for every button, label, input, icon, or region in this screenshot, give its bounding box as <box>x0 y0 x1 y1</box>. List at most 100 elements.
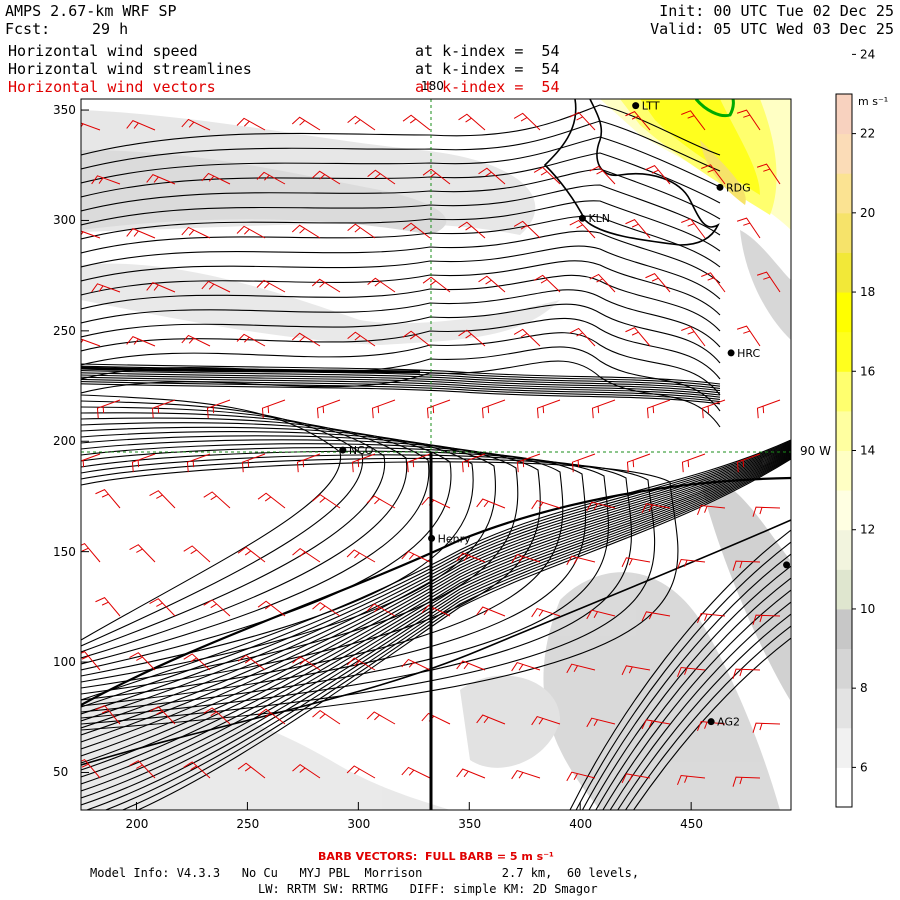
wind-barb <box>586 609 616 620</box>
streamline <box>81 444 791 736</box>
station-label: NCO <box>349 444 374 457</box>
wind-barb <box>347 223 376 239</box>
wind-barb <box>292 655 321 671</box>
streamline <box>81 451 791 785</box>
wind-barb <box>351 453 376 473</box>
y-tick-label: 350 <box>53 103 76 118</box>
station-rdg: RDG <box>716 181 751 194</box>
colorbar-band <box>836 331 852 372</box>
wind-barb <box>591 399 616 419</box>
wind-barb <box>236 333 266 347</box>
station-label: RDG <box>726 181 751 194</box>
wind-barb <box>646 399 671 419</box>
wind-barb <box>291 224 321 239</box>
wind-barb <box>129 544 156 563</box>
y-tick-label: 200 <box>53 434 76 449</box>
wind-barb <box>236 117 266 131</box>
colorbar-band <box>836 450 852 491</box>
wind-barb <box>146 282 176 293</box>
streamline <box>81 215 721 268</box>
streamline <box>81 365 721 387</box>
streamline <box>81 417 430 665</box>
colorbar-band <box>836 688 852 729</box>
wind-barb <box>347 115 376 131</box>
wind-barb <box>566 555 596 566</box>
wind-barb <box>569 219 596 239</box>
station-hrc: HRC <box>727 347 760 360</box>
wind-barb <box>346 765 376 779</box>
streamline <box>121 457 791 810</box>
field-name-streamlines: Horizontal wind streamlines <box>8 60 252 78</box>
wind-barb <box>531 715 561 726</box>
wind-barb <box>732 776 761 787</box>
colorbar-band <box>836 767 852 808</box>
wind-barb <box>752 506 781 517</box>
wind-barb <box>626 453 651 473</box>
station-dot <box>727 349 735 357</box>
wind-barb <box>696 720 726 731</box>
wind-barb <box>367 277 396 293</box>
wind-barb <box>641 611 671 622</box>
model-title: AMPS 2.67-km WRF SP <box>5 2 177 20</box>
wind-barb <box>183 545 211 563</box>
wind-barb <box>589 165 616 185</box>
field-name-wind-speed: Horizontal wind speed <box>8 42 198 60</box>
streamline <box>81 360 721 428</box>
wind-barb <box>736 453 761 473</box>
wind-barb <box>181 226 211 239</box>
streamlines <box>81 104 791 810</box>
wind-barb <box>366 495 396 509</box>
colorbar-band <box>836 608 852 650</box>
streamline <box>81 394 341 641</box>
streamline <box>136 458 791 810</box>
streamline <box>81 443 791 729</box>
streamline <box>81 453 791 799</box>
wind-barb <box>81 453 101 468</box>
wind-barb <box>291 332 321 347</box>
wind-speed-jet <box>600 99 791 230</box>
streamline <box>81 289 721 348</box>
wind-barb <box>511 661 541 672</box>
y-tick-label: 250 <box>53 323 76 338</box>
streamline <box>81 422 452 671</box>
wind-barb <box>641 719 671 730</box>
y-tick-label: 150 <box>53 544 76 559</box>
y-tick-label: 100 <box>53 655 76 670</box>
streamline <box>81 457 656 725</box>
colorbar-tick-label: 18 <box>860 285 875 299</box>
wind-barb <box>571 453 596 473</box>
wind-barb <box>676 558 706 569</box>
wind-barb <box>183 761 211 779</box>
wind-barb <box>533 166 561 185</box>
streamline <box>81 363 721 385</box>
wind-barb <box>478 167 506 185</box>
streamline <box>81 439 541 695</box>
wind-barb <box>316 399 341 419</box>
streamline <box>81 120 721 172</box>
streamline <box>81 461 679 731</box>
wind-barb <box>201 280 231 293</box>
wind-barb <box>476 498 506 509</box>
x-tick-label: 250 <box>236 817 260 831</box>
wind-barb <box>621 557 651 568</box>
y-tick-label: 50 <box>53 765 69 780</box>
y-tick-label: 300 <box>53 213 76 228</box>
wind-barb <box>206 399 231 419</box>
wind-barb <box>589 273 616 293</box>
wind-barb <box>401 550 431 563</box>
wind-barb <box>756 271 781 293</box>
streamline <box>581 553 791 810</box>
wind-barb <box>292 763 321 779</box>
wind-barb <box>756 163 781 185</box>
wind-barb <box>676 666 706 677</box>
wind-barb <box>96 399 121 419</box>
streamline <box>81 452 791 792</box>
streamline <box>81 450 609 713</box>
streamline <box>81 245 721 300</box>
wind-barb <box>241 453 266 473</box>
field-level-vectors: at k-index = 54 <box>415 78 560 96</box>
wind-barb <box>701 164 726 185</box>
wind-barb <box>366 603 396 617</box>
